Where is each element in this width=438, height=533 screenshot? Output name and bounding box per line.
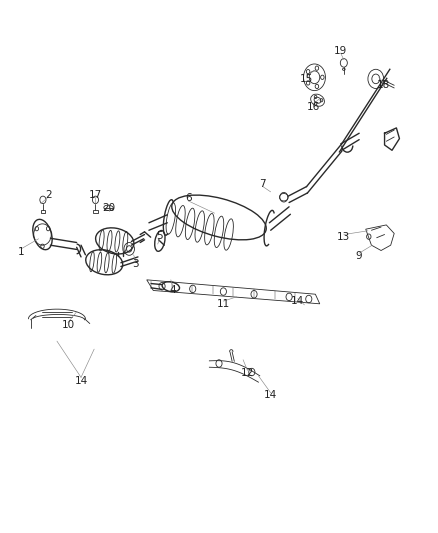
Text: 10: 10 — [61, 320, 74, 330]
Text: 13: 13 — [337, 232, 350, 242]
Text: 14: 14 — [74, 376, 88, 386]
Text: 4: 4 — [170, 286, 177, 295]
Text: 20: 20 — [102, 203, 115, 213]
Text: 11: 11 — [217, 299, 230, 309]
Text: 2: 2 — [45, 190, 52, 199]
Text: 3: 3 — [132, 259, 139, 269]
Text: 14: 14 — [264, 391, 277, 400]
Text: 1: 1 — [18, 247, 25, 256]
Text: 18: 18 — [377, 80, 390, 90]
Text: 7: 7 — [259, 179, 266, 189]
Text: 15: 15 — [300, 74, 313, 84]
Text: 17: 17 — [89, 190, 102, 199]
Text: 9: 9 — [356, 251, 363, 261]
Text: 14: 14 — [291, 296, 304, 306]
Text: 12: 12 — [241, 368, 254, 378]
Text: 16: 16 — [307, 102, 320, 111]
Text: 6: 6 — [185, 193, 192, 203]
Text: 5: 5 — [156, 231, 163, 240]
Text: 19: 19 — [334, 46, 347, 55]
